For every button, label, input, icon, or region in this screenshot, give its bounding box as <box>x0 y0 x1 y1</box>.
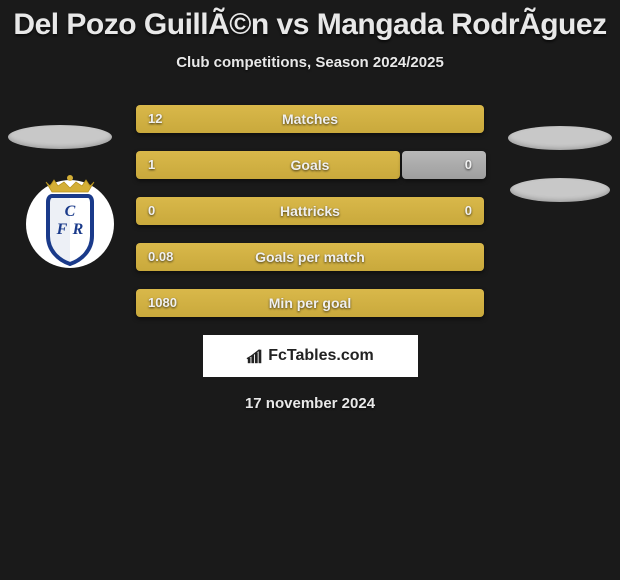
stat-left-value: 0.08 <box>148 243 173 271</box>
svg-text:R: R <box>72 221 84 238</box>
subtitle: Club competitions, Season 2024/2025 <box>0 54 620 71</box>
stat-right-value: 0 <box>465 197 472 225</box>
stat-left-value: 1080 <box>148 289 177 317</box>
fctables-label: FcTables.com <box>268 347 374 365</box>
page-title: Del Pozo GuillÃ©n vs Mangada RodrÃ­guez <box>0 0 620 42</box>
right-player-oval-2 <box>510 178 610 202</box>
stat-label: Goals per match <box>136 243 484 271</box>
left-club-badge: C F R <box>20 170 120 270</box>
stat-left-value: 0 <box>148 197 155 225</box>
stat-label: Hattricks <box>136 197 484 225</box>
right-player-oval-1 <box>508 126 612 150</box>
stat-left-value: 12 <box>148 105 162 133</box>
stat-row-matches: 12 Matches <box>136 105 484 133</box>
stat-row-hattricks: 0 Hattricks 0 <box>136 197 484 225</box>
chart-icon <box>246 347 264 365</box>
stat-right-value: 0 <box>465 151 472 179</box>
stat-row-goals-per-match: 0.08 Goals per match <box>136 243 484 271</box>
stat-label: Min per goal <box>136 289 484 317</box>
left-player-oval <box>8 125 112 149</box>
stat-label: Matches <box>136 105 484 133</box>
stat-row-goals: 1 Goals 0 <box>136 151 484 179</box>
stat-label: Goals <box>136 151 484 179</box>
date-label: 17 november 2024 <box>0 395 620 412</box>
fctables-brand-box[interactable]: FcTables.com <box>203 335 418 377</box>
club-badge-icon: C F R <box>20 170 120 270</box>
stats-container: 12 Matches 1 Goals 0 0 Hattricks 0 0.08 … <box>136 105 484 317</box>
svg-text:C: C <box>65 203 76 220</box>
stat-left-value: 1 <box>148 151 155 179</box>
stat-row-min-per-goal: 1080 Min per goal <box>136 289 484 317</box>
svg-text:F: F <box>56 221 68 238</box>
